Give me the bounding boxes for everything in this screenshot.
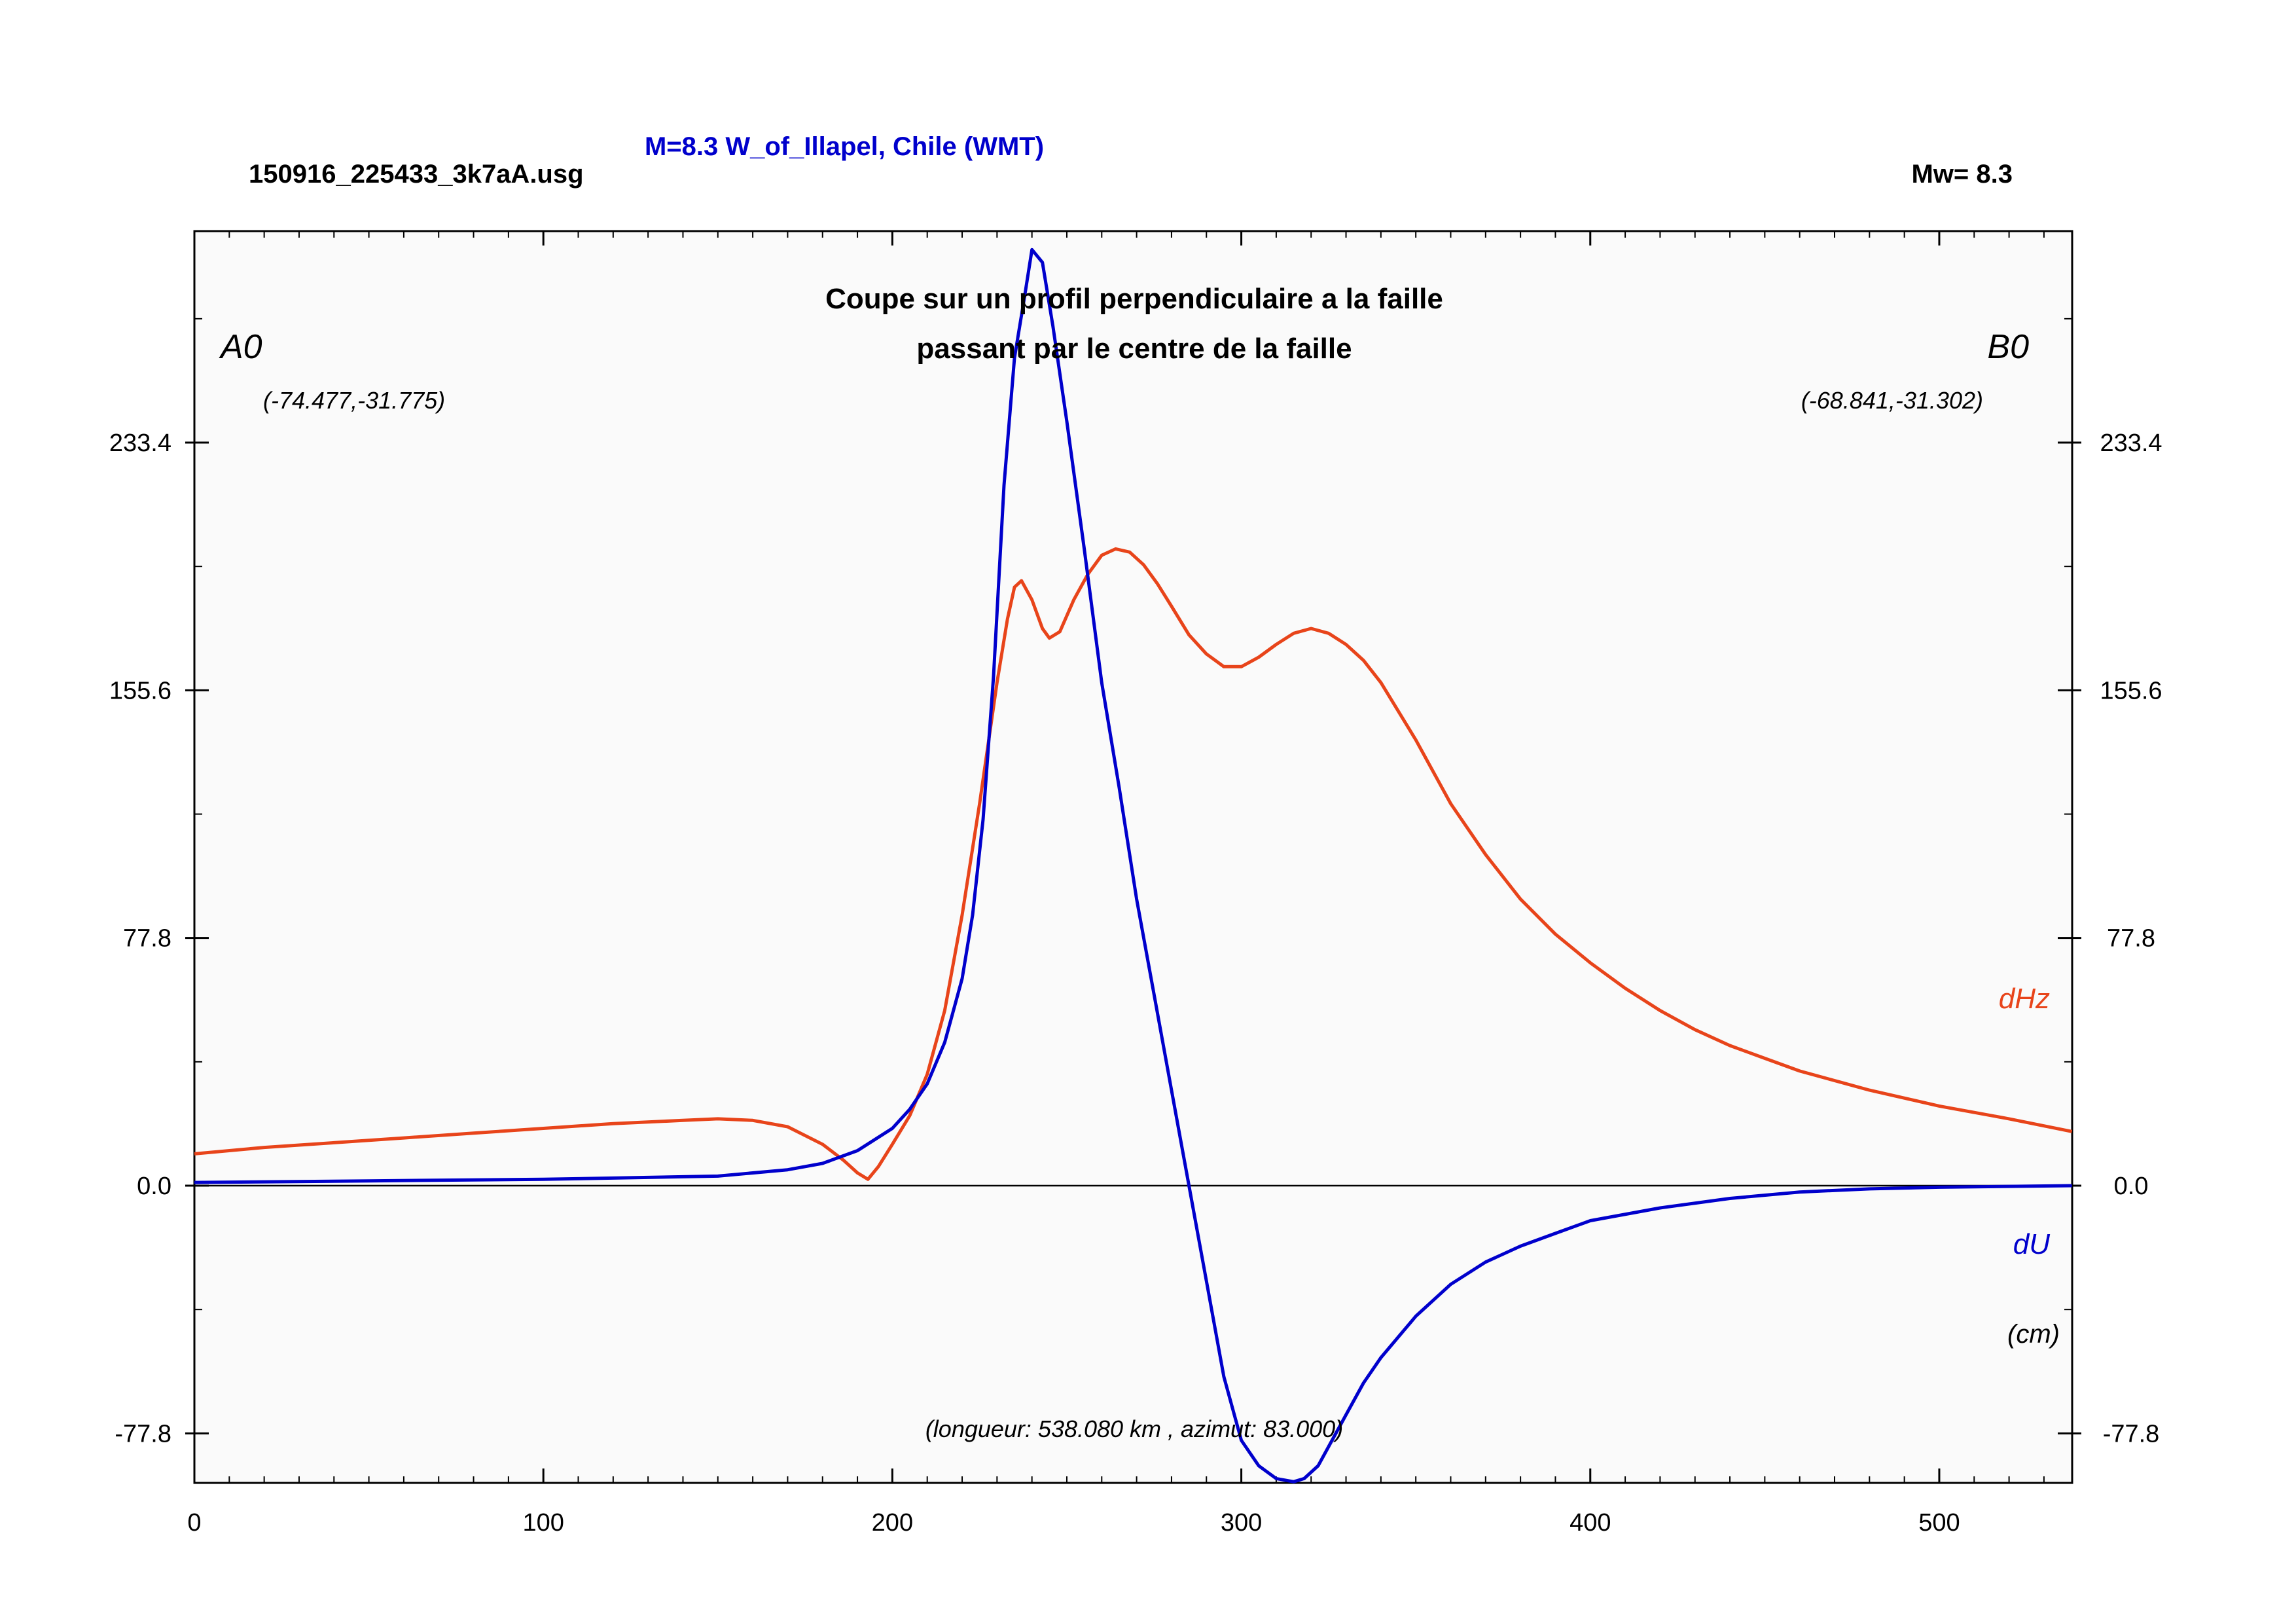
- plot-area: [193, 230, 2073, 1484]
- y-tick-label-left: -77.8: [115, 1420, 171, 1448]
- x-tick-label: 0: [187, 1509, 201, 1537]
- y-tick-label-right: 233.4: [2100, 429, 2162, 457]
- chart-title: M=8.3 W_of_Illapel, Chile (WMT): [645, 132, 1044, 161]
- y-tick-label-left: 77.8: [123, 925, 171, 953]
- y-axis-right: 233.4 155.6 77.8 0.0 -77.8: [2058, 429, 2162, 1448]
- x-tick-label: 500: [1918, 1509, 1960, 1537]
- y-axis-left: 233.4 155.6 77.8 0.0 -77.8: [109, 429, 209, 1448]
- y-tick-label-left: 233.4: [109, 429, 171, 457]
- x-tick-label: 400: [1570, 1509, 1611, 1537]
- series-label-dhz: dHz: [1999, 983, 2050, 1015]
- x-tick-label: 300: [1221, 1509, 1262, 1537]
- x-tick-label: 200: [872, 1509, 913, 1537]
- y-tick-label-right: 155.6: [2100, 677, 2162, 704]
- x-axis: 0 100 200 300 400 500: [187, 231, 1960, 1537]
- y-tick-label-right: 77.8: [2107, 925, 2155, 953]
- endpoint-a-coords: (-74.477,-31.775): [263, 387, 445, 414]
- y-tick-label-left: 155.6: [109, 677, 171, 704]
- file-name: 150916_225433_3k7aA.usg: [249, 160, 584, 189]
- y-tick-label-right: 0.0: [2114, 1173, 2149, 1200]
- series-dhz-line: [194, 547, 2073, 1181]
- unit-label: (cm): [2007, 1320, 2060, 1349]
- endpoint-b-coords: (-68.841,-31.302): [1801, 387, 1983, 414]
- profile-note: (longueur: 538.080 km , azimut: 83.000): [925, 1415, 1343, 1442]
- minor-ticks: [194, 231, 2072, 1483]
- endpoint-b-label: B0: [1987, 328, 2029, 366]
- endpoint-a-label: A0: [219, 328, 262, 366]
- y-tick-label-left: 0.0: [137, 1173, 171, 1200]
- series-du-line: [194, 247, 2072, 1484]
- magnitude-label: Mw= 8.3: [1911, 160, 2013, 189]
- subtitle-line-2: passant par le centre de la faille: [916, 333, 1352, 365]
- series-label-du: dU: [2013, 1228, 2050, 1260]
- y-tick-label-right: -77.8: [2103, 1420, 2160, 1448]
- x-tick-label: 100: [522, 1509, 564, 1537]
- subtitle-line-1: Coupe sur un profil perpendiculaire a la…: [825, 283, 1443, 315]
